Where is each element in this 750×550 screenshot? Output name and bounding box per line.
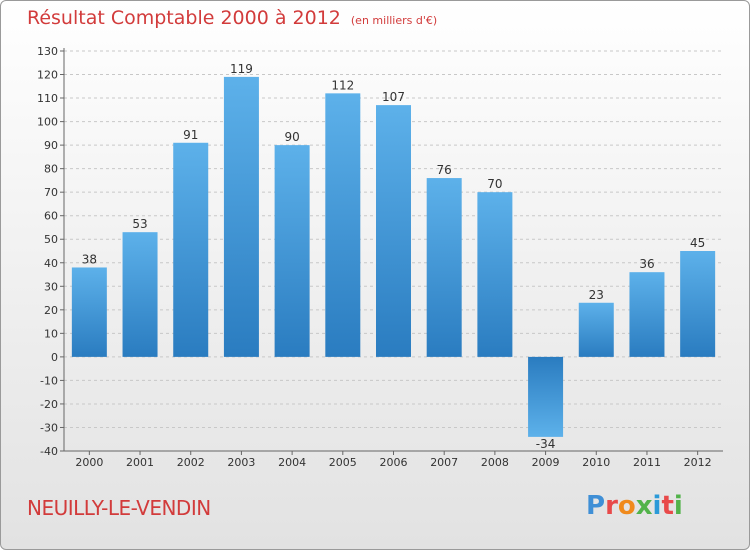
y-tick-label: 90 xyxy=(44,139,58,152)
logo-letter: i xyxy=(652,491,662,521)
x-tick-label-2006: 2006 xyxy=(380,456,408,469)
data-label-2006: 107 xyxy=(382,90,405,104)
logo-letter: i xyxy=(673,491,683,521)
title-row: Résultat Comptable 2000 à 2012 (en millie… xyxy=(27,7,437,29)
x-tick-label-2007: 2007 xyxy=(430,456,458,469)
x-tick-label-2003: 2003 xyxy=(227,456,255,469)
data-label-2000: 38 xyxy=(82,252,97,266)
data-label-2005: 112 xyxy=(331,78,354,92)
data-label-2001: 53 xyxy=(132,217,147,231)
proxiti-logo[interactable]: Proxiti xyxy=(586,491,683,521)
data-label-2012: 45 xyxy=(690,236,705,250)
data-label-2004: 90 xyxy=(284,130,299,144)
y-tick-label: 100 xyxy=(37,116,58,129)
bars: 38 53 91 119 90 112 107 76 70 -34 23 36 45 xyxy=(71,62,716,451)
data-label-2009: -34 xyxy=(536,437,556,451)
y-tick-label: 50 xyxy=(44,233,58,246)
y-tick-label: -10 xyxy=(40,374,58,387)
x-tick-label-2000: 2000 xyxy=(75,456,103,469)
logo-letter: x xyxy=(635,491,653,521)
chart-title: Résultat Comptable 2000 à 2012 xyxy=(27,7,341,29)
bar-2008 xyxy=(477,192,513,357)
bar-2004 xyxy=(274,145,310,357)
bar-2007 xyxy=(426,178,462,357)
bar-2011 xyxy=(629,272,665,357)
bar-2001 xyxy=(122,232,158,357)
data-label-2003: 119 xyxy=(230,62,253,76)
bar-2003 xyxy=(223,76,259,357)
bar-2010 xyxy=(578,302,614,357)
y-tick-label: 110 xyxy=(37,92,58,105)
chart-units: (en milliers d'€) xyxy=(350,14,438,27)
x-tick-label-2009: 2009 xyxy=(532,456,560,469)
data-label-2007: 76 xyxy=(437,163,452,177)
y-tick-label: 80 xyxy=(44,163,58,176)
y-tick-label: 0 xyxy=(51,351,58,364)
x-tick-label-2012: 2012 xyxy=(684,456,712,469)
x-tick-label-2010: 2010 xyxy=(582,456,610,469)
bar-2002 xyxy=(173,142,209,357)
x-tick-label-2001: 2001 xyxy=(126,456,154,469)
data-label-2002: 91 xyxy=(183,128,198,142)
logo-letter: P xyxy=(586,491,606,521)
bar-2005 xyxy=(325,93,361,357)
y-tick-label: 30 xyxy=(44,280,58,293)
x-tick-label-2011: 2011 xyxy=(633,456,661,469)
data-label-2008: 70 xyxy=(487,177,502,191)
x-tick-label-2008: 2008 xyxy=(481,456,509,469)
bar-2006 xyxy=(376,105,411,357)
y-tick-label: 120 xyxy=(37,69,58,82)
y-tick-label: -20 xyxy=(40,398,58,411)
axes: 1301201101009080706050403020100-10-20-30… xyxy=(37,45,723,469)
y-tick-label: -40 xyxy=(40,445,58,458)
bar-2009 xyxy=(528,356,564,437)
y-tick-label: 10 xyxy=(44,327,58,340)
y-tick-label: 60 xyxy=(44,210,58,223)
y-tick-label: 40 xyxy=(44,257,58,270)
commune-name: NEUILLY-LE-VENDIN xyxy=(27,496,211,520)
y-tick-label: -30 xyxy=(40,421,58,434)
bar-2000 xyxy=(71,267,107,357)
logo-letter: o xyxy=(617,491,636,521)
data-label-2011: 36 xyxy=(639,257,654,271)
bar-2012 xyxy=(680,251,716,357)
logo-letter: t xyxy=(661,491,674,521)
y-tick-label: 130 xyxy=(37,45,58,58)
x-tick-label-2002: 2002 xyxy=(177,456,205,469)
x-tick-label-2005: 2005 xyxy=(329,456,357,469)
logo-letter: r xyxy=(605,491,618,521)
y-tick-label: 70 xyxy=(44,186,58,199)
data-label-2010: 23 xyxy=(589,288,604,302)
x-tick-label-2004: 2004 xyxy=(278,456,306,469)
y-tick-label: 20 xyxy=(44,304,58,317)
